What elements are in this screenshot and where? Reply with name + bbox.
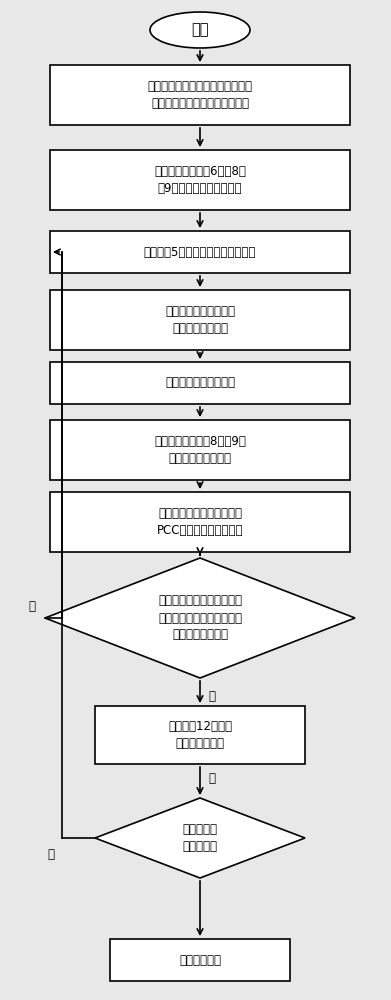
Text: 根据调整后的机组出力计算
PCC点向微网的输送功率: 根据调整后的机组出力计算 PCC点向微网的输送功率 [157, 507, 243, 537]
Text: 是: 是 [208, 772, 215, 785]
Text: 根据约束条件式（8）（9）
对机组出力进行调整: 根据约束条件式（8）（9） 对机组出力进行调整 [154, 435, 246, 465]
Text: 根据式（5）计算每个粒子的适应值: 根据式（5）计算每个粒子的适应值 [144, 245, 256, 258]
Text: 判断是否达
到迭代次数: 判断是否达 到迭代次数 [183, 823, 217, 853]
Text: 是: 是 [208, 690, 215, 703]
Bar [50, 150, 350, 210]
Text: 输出最终结果: 输出最终结果 [179, 954, 221, 966]
Bar [50, 65, 350, 125]
Bar [95, 706, 305, 764]
Polygon shape [95, 798, 305, 878]
Text: 开始: 开始 [191, 22, 209, 37]
Ellipse shape [150, 12, 250, 48]
Text: 更新粒子的位置和速度: 更新粒子的位置和速度 [165, 376, 235, 389]
Text: 根据式（12）对粒
子速度进行调整: 根据式（12）对粒 子速度进行调整 [168, 720, 232, 750]
Bar [50, 290, 350, 350]
Bar [50, 231, 350, 273]
Text: 否: 否 [28, 600, 35, 613]
Text: 从第二次迭代开始，比较前
后两次全局最优值，两值之
差是否小于某一值: 从第二次迭代开始，比较前 后两次全局最优值，两值之 差是否小于某一值 [158, 594, 242, 642]
Bar [50, 362, 350, 404]
Polygon shape [45, 558, 355, 678]
Bar [50, 420, 350, 480]
Bar [50, 492, 350, 552]
Text: 确定每个粒子的局部最
优值和全局最优值: 确定每个粒子的局部最 优值和全局最优值 [165, 305, 235, 335]
Text: 根据各时段的负荷随机分布各机组
的出力，并以此生成初始粒子群: 根据各时段的负荷随机分布各机组 的出力，并以此生成初始粒子群 [147, 80, 253, 110]
Text: 否: 否 [47, 848, 54, 861]
Text: 根据约束条件式（6）（8）
（9）对机组出力进行调整: 根据约束条件式（6）（8） （9）对机组出力进行调整 [154, 165, 246, 195]
Bar [110, 939, 290, 981]
